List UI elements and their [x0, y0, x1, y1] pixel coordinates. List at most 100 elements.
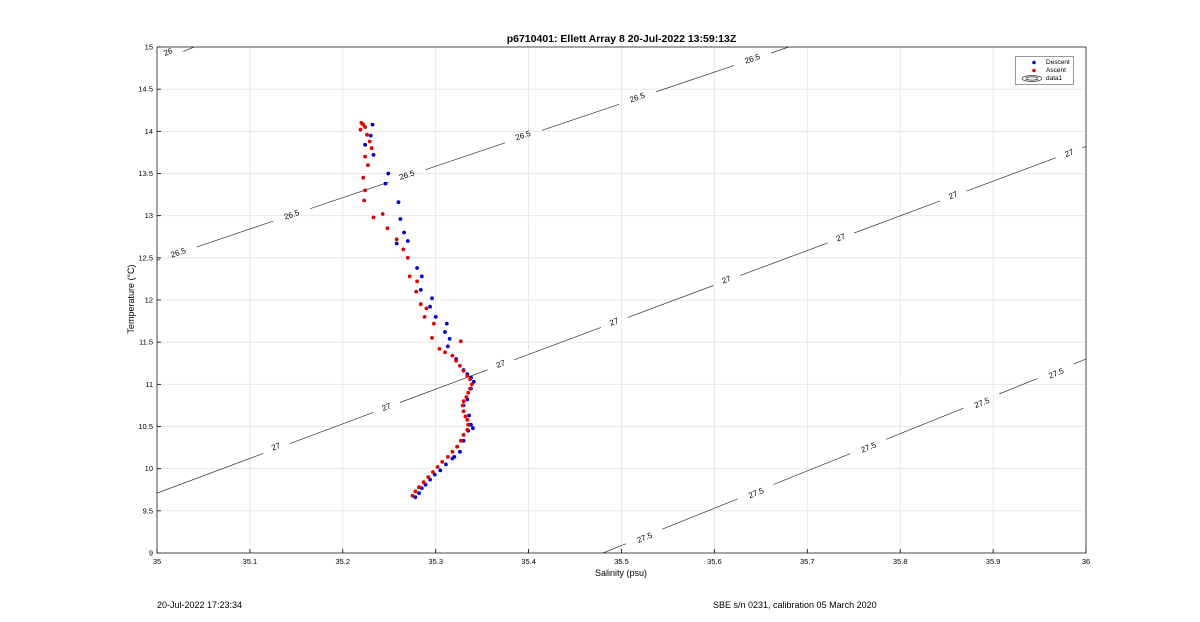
descent-point [398, 217, 403, 221]
ascent-point [440, 460, 445, 464]
y-tick-label: 10.5 [138, 422, 153, 431]
descent-point [430, 296, 434, 301]
descent-point [396, 200, 401, 205]
contour-line-27 [156, 453, 264, 494]
grid-lines [156, 46, 1087, 554]
ascent-point [405, 255, 410, 260]
ascent-point [458, 339, 463, 344]
legend-label-ascent: Ascent [1046, 67, 1066, 74]
ascent-point [363, 125, 367, 129]
ascent-point [414, 289, 419, 294]
contour-line-26.5 [425, 142, 506, 171]
y-tick-label: 11.5 [139, 338, 153, 347]
data-points [358, 121, 476, 500]
contour-line-27.5 [999, 378, 1038, 395]
contour-line-27.5 [886, 408, 964, 440]
contour-line-26.5 [196, 220, 274, 248]
descent-point [444, 462, 448, 467]
contour-line-27 [627, 285, 714, 318]
descent-point [402, 230, 406, 235]
descent-point [418, 288, 423, 292]
contour-line-27 [399, 369, 488, 403]
ascent-point [371, 215, 376, 220]
descent-point [413, 495, 418, 500]
descent-point [471, 426, 475, 431]
descent-point [438, 468, 443, 473]
ascent-point [461, 409, 466, 414]
ascent-point [437, 347, 442, 351]
ascent-point [445, 455, 450, 459]
contour-line-26.5 [655, 65, 735, 93]
contour-label-27: 27 [835, 232, 847, 244]
ascent-point [401, 247, 406, 252]
ascent-point [461, 433, 466, 437]
contour-line-26.5 [156, 258, 161, 261]
contour-label-27: 27 [608, 316, 620, 328]
ascent-point [380, 212, 385, 216]
x-tick-label: 35.1 [243, 557, 258, 566]
y-tick-label: 9 [149, 549, 153, 558]
descent-point [371, 153, 376, 157]
contour-line-27 [514, 327, 602, 361]
descent-point [363, 142, 367, 147]
ascent-point [417, 485, 421, 490]
ascent-point [465, 428, 470, 432]
y-tick-label: 14 [145, 127, 153, 136]
ascent-point [418, 302, 423, 307]
axes: 35 35.1 35.2 35.3 35.4 35.5 35.6 35.7 35.8 35.9 36… [138, 43, 1090, 567]
descent-point [419, 274, 424, 279]
y-tick-label: 9.5 [143, 506, 153, 515]
descent-point [447, 336, 452, 341]
contour-symbol-icon [1021, 75, 1042, 82]
x-tick-label: 35 [153, 557, 161, 566]
ascent-point [465, 374, 470, 378]
chart-title: p6710401: Ellett Array 8 20-Jul-2022 13:… [506, 33, 737, 45]
ascent-point [464, 395, 469, 399]
ascent-point [458, 438, 463, 443]
contour-line-27 [289, 412, 374, 444]
x-tick-label: 36 [1082, 557, 1090, 566]
contour-line-27.5 [602, 543, 627, 554]
contour-line-26.5 [309, 181, 389, 209]
ascent-point [358, 127, 363, 132]
ascent-point [461, 399, 466, 404]
x-tick-label: 35.9 [986, 557, 1001, 566]
ascent-point [410, 493, 415, 498]
ascent-point [363, 154, 367, 159]
x-tick-label: 35.3 [428, 557, 443, 566]
contour-label-27: 27 [270, 441, 282, 453]
ascent-point [361, 175, 366, 180]
ascent-point [365, 132, 369, 137]
legend: Descent Ascent data1 [1015, 56, 1074, 85]
legend-item-data1: data1 [1016, 74, 1073, 83]
ascent-point [407, 274, 412, 279]
descent-point [428, 304, 432, 309]
ascent-point [468, 377, 472, 382]
ascent-point [421, 480, 426, 485]
y-tick-label: 14.5 [138, 85, 153, 94]
contour-label-27: 27 [1064, 147, 1076, 159]
descent-point [461, 438, 466, 443]
ascent-point [463, 414, 468, 419]
ascent-point [363, 188, 367, 193]
contour-label-27: 27 [381, 401, 393, 413]
descent-point [445, 344, 450, 349]
y-tick-label: 13 [145, 211, 153, 220]
ascent-point [450, 353, 455, 358]
contour-line-27 [739, 242, 828, 276]
x-tick-label: 35.6 [707, 557, 722, 566]
contour-label-27: 27 [495, 358, 507, 370]
x-tick-label: 35.2 [335, 557, 350, 566]
footer-timestamp: 20-Jul-2022 17:23:34 [157, 600, 243, 610]
ascent-point [454, 358, 458, 363]
y-tick-label: 15 [145, 43, 153, 52]
x-tick-label: 35.8 [893, 557, 908, 566]
descent-point [368, 133, 373, 138]
footer-calibration: SBE s/n 0231, calibration 05 March 2020 [713, 600, 877, 610]
ascent-point [435, 465, 440, 469]
x-tick-label: 35.5 [614, 557, 629, 566]
ascent-point [426, 475, 431, 479]
contour-line-27.5 [662, 498, 738, 530]
contour-line-26 [183, 46, 195, 52]
y-tick-label: 13.5 [138, 169, 153, 178]
